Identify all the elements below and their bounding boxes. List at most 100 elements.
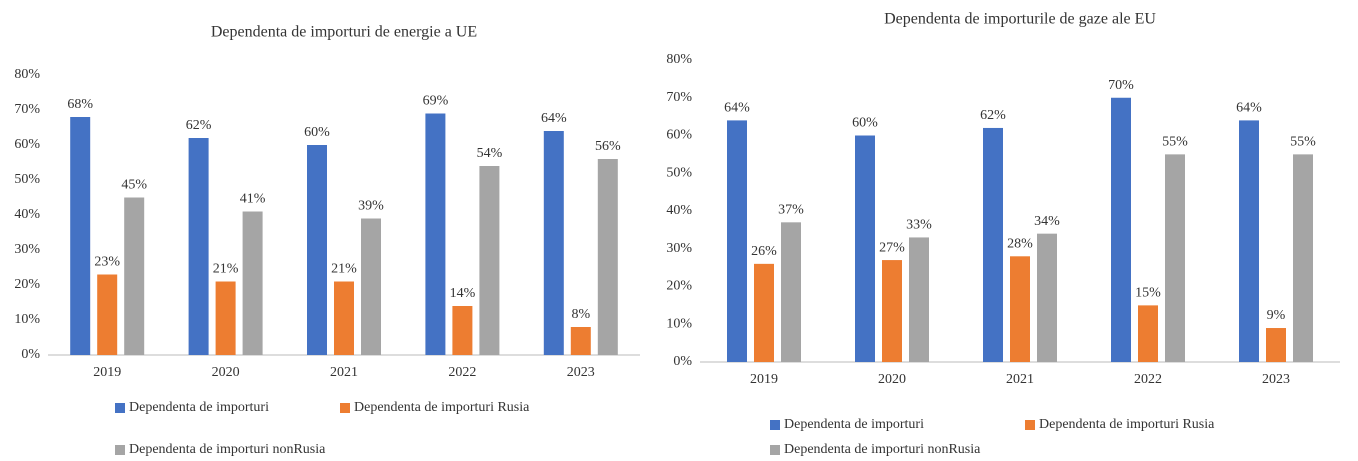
data-label: 15% — [1135, 286, 1161, 301]
legend-label: Dependenta de importuri Rusia — [1039, 417, 1215, 432]
y-tick-label: 20% — [666, 279, 692, 294]
data-label: 60% — [852, 116, 878, 131]
data-label: 33% — [906, 218, 932, 233]
legend-label: Dependenta de importuri — [129, 400, 269, 415]
data-label: 9% — [1267, 308, 1286, 323]
data-label: 62% — [980, 108, 1006, 123]
bar — [242, 211, 263, 355]
bar — [983, 127, 1003, 362]
bar — [452, 306, 473, 355]
bar — [97, 274, 118, 355]
chart-title: Dependenta de importuri de energie a UE — [211, 24, 477, 41]
x-tick-label: 2021 — [1006, 372, 1034, 387]
bar — [1010, 256, 1030, 362]
data-label: 60% — [304, 125, 330, 140]
y-tick-label: 70% — [14, 102, 40, 117]
data-label: 62% — [186, 118, 212, 133]
bar — [1138, 305, 1158, 362]
chart: Dependenta de importuri de energie a UE 0… — [0, 0, 650, 461]
bar — [597, 159, 618, 355]
data-label: 27% — [879, 240, 905, 255]
bar — [188, 138, 209, 355]
y-tick-label: 0% — [21, 347, 40, 362]
data-label: 69% — [423, 94, 449, 109]
y-tick-label: 40% — [14, 207, 40, 222]
data-label: 14% — [450, 286, 476, 301]
y-tick-label: 60% — [14, 137, 40, 152]
bar — [1165, 154, 1185, 362]
bar — [215, 281, 236, 355]
x-tick-label: 2023 — [1262, 372, 1290, 387]
x-tick-label: 2021 — [330, 365, 358, 380]
legend-label: Dependenta de importuri nonRusia — [129, 442, 326, 457]
y-tick-label: 50% — [14, 172, 40, 187]
data-label: 55% — [1162, 135, 1188, 150]
legend-swatch — [770, 445, 780, 455]
bar — [307, 145, 327, 355]
y-tick-label: 70% — [666, 90, 692, 105]
data-label: 34% — [1034, 214, 1060, 229]
bar — [754, 263, 774, 362]
y-tick-label: 30% — [14, 242, 40, 257]
y-tick-label: 60% — [666, 128, 692, 143]
bar — [479, 166, 500, 355]
bar — [1111, 97, 1131, 362]
bar — [1239, 120, 1259, 363]
data-label: 45% — [121, 178, 147, 193]
data-label: 21% — [213, 262, 239, 277]
bar — [425, 113, 446, 355]
x-tick-label: 2023 — [567, 365, 595, 380]
bar — [909, 237, 929, 362]
x-tick-label: 2019 — [750, 372, 778, 387]
bar — [855, 135, 875, 362]
data-label: 64% — [541, 111, 567, 126]
legend-label: Dependenta de importuri — [784, 417, 924, 432]
bar — [70, 117, 91, 355]
bar — [727, 120, 747, 363]
y-tick-label: 10% — [14, 312, 40, 327]
bar — [1037, 233, 1057, 362]
legend-swatch — [115, 445, 125, 455]
bar — [781, 222, 801, 362]
bar — [361, 218, 381, 355]
legend-swatch — [1025, 420, 1035, 430]
y-tick-label: 80% — [14, 67, 40, 82]
bar — [1293, 154, 1313, 362]
legend-swatch — [115, 403, 125, 413]
data-label: 37% — [778, 203, 804, 218]
chart: Dependenta de importurile de gaze ale EU… — [650, 0, 1350, 461]
chart-title: Dependenta de importurile de gaze ale EU — [884, 11, 1156, 28]
y-tick-label: 0% — [673, 354, 692, 369]
bar — [570, 327, 591, 355]
bar — [334, 281, 354, 355]
data-label: 28% — [1007, 237, 1033, 252]
x-tick-label: 2022 — [1134, 372, 1162, 387]
data-label: 39% — [358, 199, 384, 214]
data-label: 56% — [595, 139, 621, 154]
data-label: 55% — [1290, 135, 1316, 150]
legend-label: Dependenta de importuri Rusia — [354, 400, 530, 415]
data-label: 68% — [67, 97, 93, 112]
legend-swatch — [340, 403, 350, 413]
y-tick-label: 20% — [14, 277, 40, 292]
data-label: 21% — [331, 262, 357, 277]
y-tick-label: 10% — [666, 316, 692, 331]
y-tick-label: 80% — [666, 52, 692, 67]
data-label: 54% — [477, 146, 503, 161]
data-label: 64% — [1236, 101, 1262, 116]
x-tick-label: 2020 — [878, 372, 906, 387]
x-tick-label: 2022 — [448, 365, 476, 380]
bar — [124, 197, 145, 355]
bar — [882, 260, 902, 362]
data-label: 8% — [571, 307, 590, 322]
data-label: 64% — [724, 101, 750, 116]
data-label: 23% — [94, 255, 120, 270]
bar — [1266, 328, 1286, 362]
y-tick-label: 30% — [666, 241, 692, 256]
legend-swatch — [770, 420, 780, 430]
bar — [543, 131, 564, 355]
data-label: 41% — [240, 192, 266, 207]
data-label: 26% — [751, 244, 777, 259]
legend-label: Dependenta de importuri nonRusia — [784, 442, 981, 457]
